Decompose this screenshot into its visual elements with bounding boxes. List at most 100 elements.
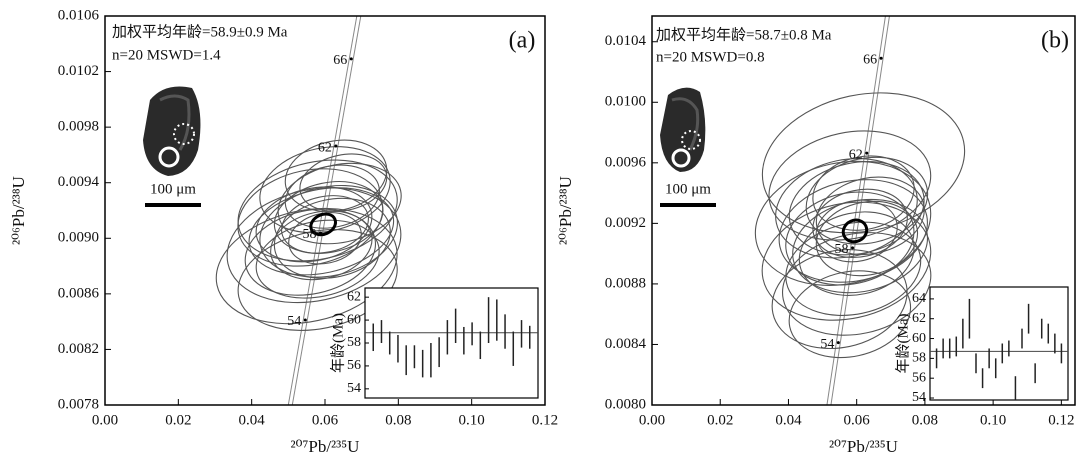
mean-ellipse (841, 218, 869, 244)
concordia-age-label: 66 (863, 52, 877, 67)
concordia-age-label: 58 (835, 242, 849, 257)
x-tick-label: 0.08 (912, 412, 938, 428)
error-ellipse (788, 270, 912, 359)
zircon-a (143, 86, 201, 207)
zircon-b (660, 87, 716, 207)
error-ellipse (815, 199, 898, 263)
inset-y-tick-label: 56 (347, 358, 361, 373)
inset-y-tick-label: 64 (912, 291, 926, 306)
inset-y-tick-label: 60 (347, 312, 361, 327)
error-ellipse (237, 168, 384, 267)
y-tick-label: 0.0096 (605, 154, 647, 170)
inset-y-tick-label: 58 (912, 351, 926, 366)
error-ellipse (805, 156, 929, 245)
inset-y-tick-label: 62 (347, 289, 361, 304)
error-ellipse (798, 211, 915, 296)
concordia-band (826, 16, 886, 405)
y-tick-label: 0.0078 (58, 396, 99, 412)
x-tick-label: 0.06 (844, 412, 871, 428)
error-ellipse (284, 139, 388, 212)
inset-y-tick-label: 62 (912, 311, 926, 326)
y-tick-label: 0.0104 (605, 33, 647, 49)
concordia-age-label: 58 (303, 227, 317, 242)
plot-frame (651, 15, 1076, 406)
error-ellipse (255, 219, 380, 299)
y-tick-label: 0.0098 (58, 119, 99, 135)
error-ellipse (785, 221, 922, 316)
error-ellipse (754, 160, 932, 286)
inset-y-tick-label: 56 (912, 370, 926, 385)
inset-y-tick-label: 54 (912, 390, 926, 405)
x-axis-label: ²⁰⁷Pb/²³⁵U (291, 437, 360, 456)
error-ellipse (226, 187, 402, 304)
concordia-point (865, 151, 869, 155)
mean-ellipse (309, 212, 338, 237)
concordia-point (334, 144, 338, 148)
x-tick-label: 0.12 (1048, 412, 1074, 428)
concordia-age-label: 54 (820, 337, 834, 352)
error-ellipse (778, 179, 928, 283)
error-ellipse (259, 184, 398, 278)
annotation: 加权平均年龄=58.9±0.9 Ma (112, 23, 288, 40)
annotation: n=20 MSWD=0.8 (656, 49, 765, 65)
x-tick-label: 0.00 (92, 412, 118, 428)
error-ellipse (761, 92, 966, 234)
error-ellipse (785, 191, 915, 286)
inset-frame (364, 287, 539, 399)
inset-frame (929, 286, 1069, 401)
y-tick-label: 0.0092 (605, 215, 646, 231)
x-tick-label: 0.02 (165, 412, 191, 428)
y-tick-label: 0.0102 (58, 63, 99, 79)
plot-area: 54 58 62 66 (215, 16, 402, 405)
y-tick-label: 0.0080 (605, 396, 646, 412)
x-tick-label: 0.02 (707, 412, 733, 428)
error-ellipse (775, 158, 918, 259)
x-tick-label: 0.10 (459, 412, 485, 428)
error-ellipse (273, 197, 391, 279)
y-tick-label: 0.0086 (58, 285, 100, 301)
inset-y-label: 年龄(Ma) (329, 313, 346, 373)
error-ellipse (812, 188, 908, 258)
x-tick-label: 0.00 (639, 412, 665, 428)
error-ellipse (270, 210, 373, 281)
x-tick-label: 0.12 (532, 412, 558, 428)
concordia-age-label: 62 (318, 140, 332, 155)
x-axis-label: ²⁰⁷Pb/²³⁵U (829, 437, 898, 456)
error-ellipse (299, 153, 388, 212)
y-tick-label: 0.0106 (58, 7, 100, 23)
panel-label: (a) (509, 28, 536, 54)
y-axis-label: ²⁰⁶Pb/²³⁸U (9, 176, 28, 245)
inset-y-tick-label: 58 (347, 335, 361, 350)
concordia-age-label: 62 (849, 147, 863, 162)
x-tick-label: 0.06 (312, 412, 339, 428)
scale-bar-label: 100 μm (665, 181, 711, 197)
inset-y-tick-label: 54 (347, 381, 361, 396)
panel-label: (b) (1041, 28, 1069, 54)
inset-y-tick-label: 60 (912, 331, 926, 346)
concordia-point (319, 231, 323, 235)
y-tick-label: 0.0088 (605, 275, 646, 291)
error-ellipse (815, 200, 919, 277)
error-ellipse (792, 198, 929, 294)
error-ellipse (768, 130, 932, 241)
error-ellipse (259, 146, 391, 234)
x-tick-label: 0.08 (385, 412, 411, 428)
inset-y-label: 年龄(Ma) (894, 314, 911, 374)
concordia-age-label: 66 (333, 53, 347, 68)
concordia-point (349, 57, 353, 61)
concordia-point (836, 341, 840, 345)
concordia-band (830, 16, 890, 405)
annotation: 加权平均年龄=58.7±0.8 Ma (656, 26, 832, 43)
concordia-point (851, 246, 855, 250)
error-ellipse (771, 249, 908, 350)
x-tick-label: 0.10 (980, 412, 1006, 428)
x-tick-label: 0.04 (775, 412, 802, 428)
concordia-point (303, 318, 307, 322)
error-ellipse (284, 164, 380, 229)
y-tick-label: 0.0090 (58, 230, 99, 246)
x-tick-label: 0.04 (239, 412, 266, 428)
y-tick-label: 0.0082 (58, 341, 99, 357)
y-tick-label: 0.0084 (605, 336, 647, 352)
error-ellipse (237, 228, 398, 331)
